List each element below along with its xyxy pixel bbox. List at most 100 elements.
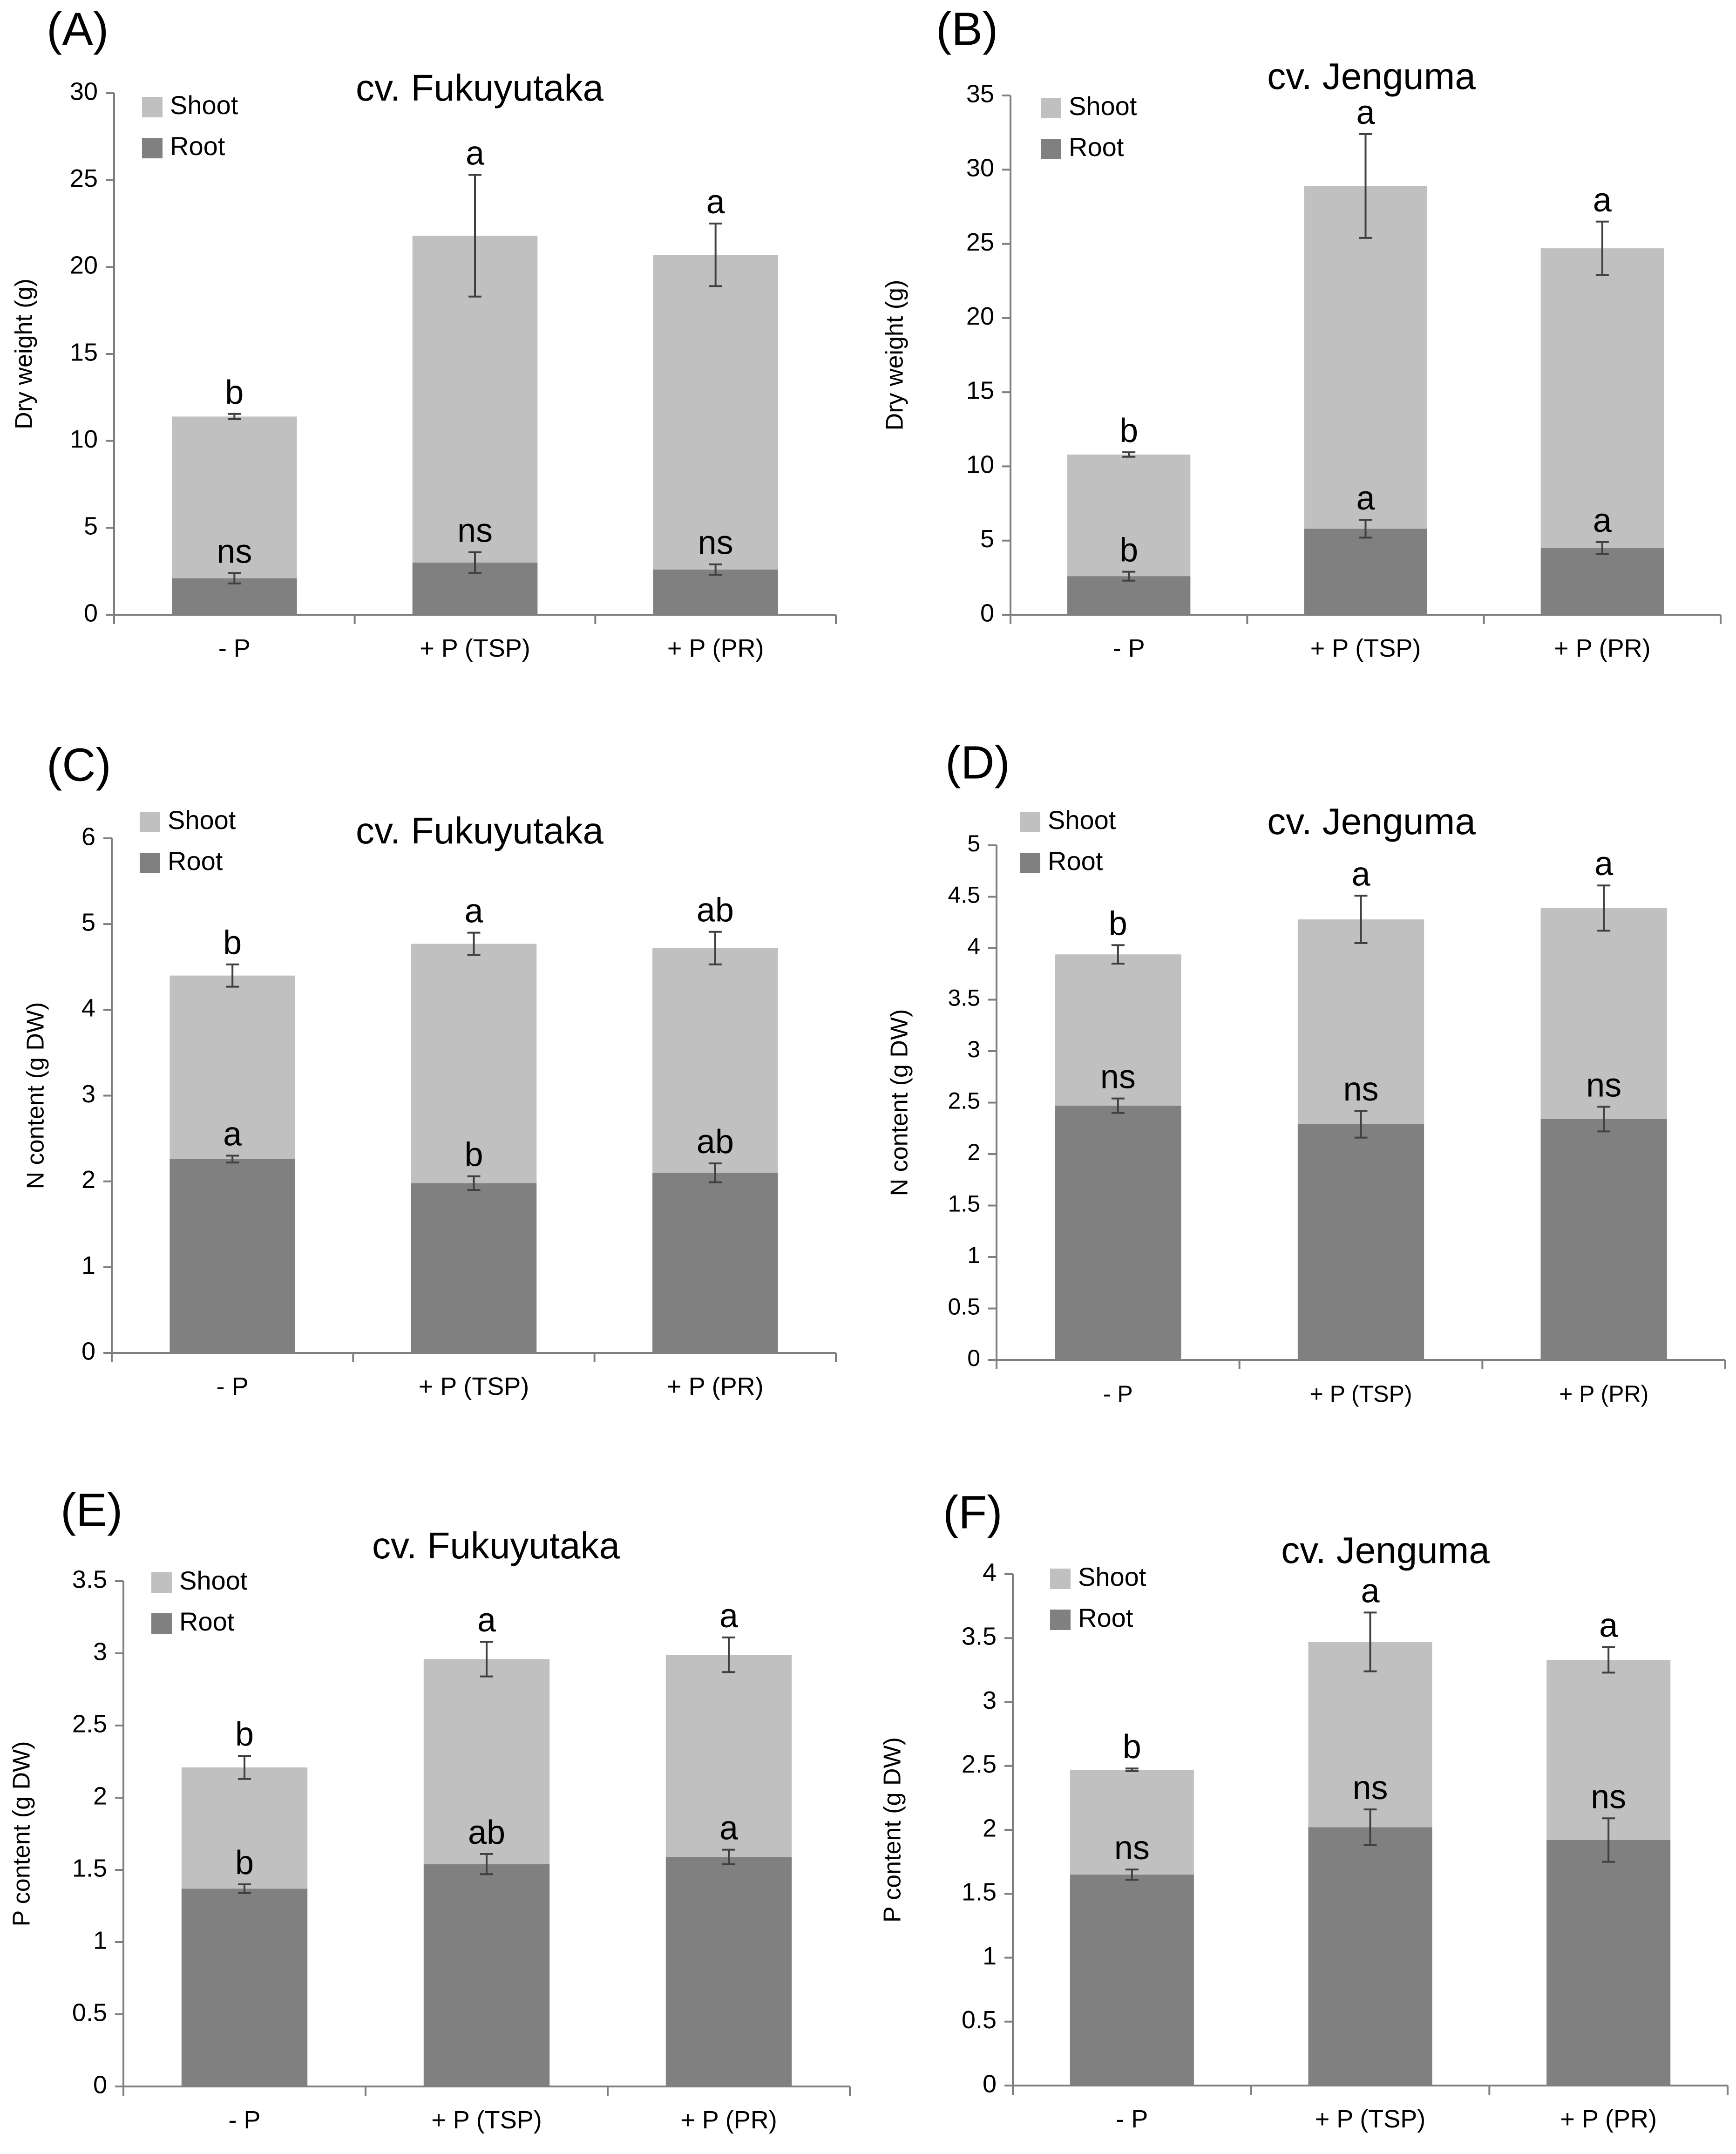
bar-shoot (181, 1767, 308, 1889)
x-tick-label: + P (TSP) (1310, 634, 1421, 662)
chart-panel-e: (E) cv. Fukuyutaka P content (g DW) 0 0.5 1 1.… (8, 1484, 851, 2134)
x-tick-label: + P (TSP) (420, 634, 530, 662)
legend-label-shoot: Shoot (1048, 805, 1116, 835)
letter-shoot: a (1593, 182, 1612, 219)
bar-root (1067, 576, 1191, 615)
letter-shoot: b (1119, 412, 1138, 449)
bar-root (665, 1857, 792, 2086)
bar-root (652, 1173, 778, 1353)
bar-root (1304, 529, 1427, 615)
y-tick-label: 4 (967, 933, 980, 959)
x-tick-label: + P (TSP) (431, 2106, 542, 2134)
legend-swatch-root (151, 1613, 172, 1634)
chart-panel-a: (A) cv. Fukuyutaka Dry weight (g) 0 5 10 15 20 2… (11, 3, 837, 662)
chart-title: cv. Fukuyutaka (372, 1525, 620, 1566)
legend-swatch-shoot (1020, 812, 1040, 832)
letter-shoot: b (223, 924, 242, 962)
x-tick-label: - P (218, 634, 251, 662)
bar-shoot (172, 416, 297, 578)
x-tick-label: - P (1103, 1381, 1133, 1407)
chart-title: cv. Fukuyutaka (356, 810, 604, 851)
y-tick-label: 1.5 (948, 1191, 980, 1217)
letter-shoot: a (1599, 1607, 1618, 1644)
legend-swatch-root (1050, 1610, 1071, 1630)
y-tick-label: 1.5 (72, 1854, 107, 1882)
legend-swatch-root (1020, 853, 1040, 873)
y-tick-label: 15 (70, 338, 98, 366)
y-tick-label: 10 (70, 425, 98, 453)
chart-panel-f: (F) cv. Jenguma P content (g DW) 0 0.5 1 1.5 2 2… (879, 1486, 1729, 2133)
legend-swatch-shoot (151, 1572, 172, 1593)
legend-swatch-shoot (1050, 1569, 1071, 1589)
letter-root: ns (1591, 1778, 1626, 1815)
bar-shoot (170, 975, 295, 1159)
letter-root: a (719, 1810, 739, 1847)
bar-shoot (1308, 1642, 1432, 1828)
y-tick-label: 5 (84, 512, 98, 540)
y-axis-label: Dry weight (g) (11, 279, 38, 429)
y-tick-label: 1 (81, 1251, 95, 1279)
y-tick-label: 0 (967, 1345, 980, 1371)
legend-label-root: Root (1048, 846, 1103, 876)
letter-shoot: b (225, 374, 244, 411)
letter-shoot: a (1594, 845, 1614, 883)
chart-title: cv. Jenguma (1267, 55, 1476, 97)
bar-root (1540, 1119, 1667, 1360)
panel-label: (C) (47, 739, 111, 791)
chart-panel-d: (D) cv. Jenguma N content (g DW) 0 0.5 1 1.5 2 2… (886, 736, 1726, 1407)
letter-root: a (1356, 480, 1375, 517)
bar-shoot (1546, 1659, 1671, 1840)
y-tick-label: 2 (967, 1139, 980, 1165)
letter-shoot: a (466, 135, 485, 172)
legend-label-root: Root (1078, 1603, 1133, 1632)
y-tick-label: 10 (966, 451, 994, 479)
y-tick-label: 3 (967, 1036, 980, 1062)
y-tick-label: 0 (93, 2071, 107, 2099)
letter-shoot: ab (697, 892, 734, 929)
bar-root (170, 1159, 295, 1353)
letter-root: ns (217, 533, 252, 570)
y-tick-label: 2 (81, 1166, 95, 1194)
bar-shoot (423, 1659, 550, 1864)
y-tick-label: 25 (966, 228, 994, 256)
letter-root: b (464, 1136, 483, 1174)
bar-root (1308, 1827, 1432, 2086)
y-tick-label: 2 (983, 1814, 997, 1842)
legend-swatch-root (140, 853, 160, 873)
x-tick-label: + P (PR) (1554, 634, 1651, 662)
y-tick-label: 1.5 (962, 1878, 997, 1906)
legend-swatch-shoot (142, 97, 163, 117)
y-tick-label: 20 (70, 251, 98, 279)
bar-shoot (1540, 248, 1664, 548)
bar-root (1055, 1106, 1181, 1360)
y-tick-label: 3.5 (72, 1565, 107, 1593)
legend-label-root: Root (168, 846, 223, 876)
bar-root (653, 569, 778, 615)
x-tick-label: + P (PR) (667, 1373, 764, 1400)
y-tick-label: 1 (967, 1242, 980, 1268)
bar-root (1297, 1124, 1424, 1360)
y-tick-label: 4 (81, 994, 95, 1022)
y-tick-label: 2.5 (948, 1088, 980, 1114)
panel-label: (B) (936, 3, 998, 55)
y-tick-label: 0 (980, 599, 994, 627)
bar-root (423, 1864, 550, 2086)
y-tick-label: 3 (81, 1080, 95, 1108)
letter-shoot: b (235, 1716, 254, 1753)
bar-shoot (665, 1655, 792, 1857)
legend-label-shoot: Shoot (179, 1566, 248, 1595)
x-tick-label: + P (PR) (680, 2106, 777, 2134)
letter-root: ns (1100, 1059, 1136, 1096)
y-tick-label: 20 (966, 302, 994, 330)
letter-shoot: a (1356, 94, 1375, 131)
letter-root: b (235, 1844, 254, 1882)
letter-root: ns (457, 512, 493, 550)
chart-title: cv. Fukuyutaka (356, 67, 604, 109)
y-tick-label: 2.5 (962, 1750, 997, 1778)
chart-title: cv. Jenguma (1281, 1529, 1490, 1571)
letter-shoot: a (477, 1602, 496, 1639)
y-tick-label: 5 (980, 525, 994, 553)
y-tick-label: 15 (966, 376, 994, 404)
bar-root (1540, 548, 1664, 615)
